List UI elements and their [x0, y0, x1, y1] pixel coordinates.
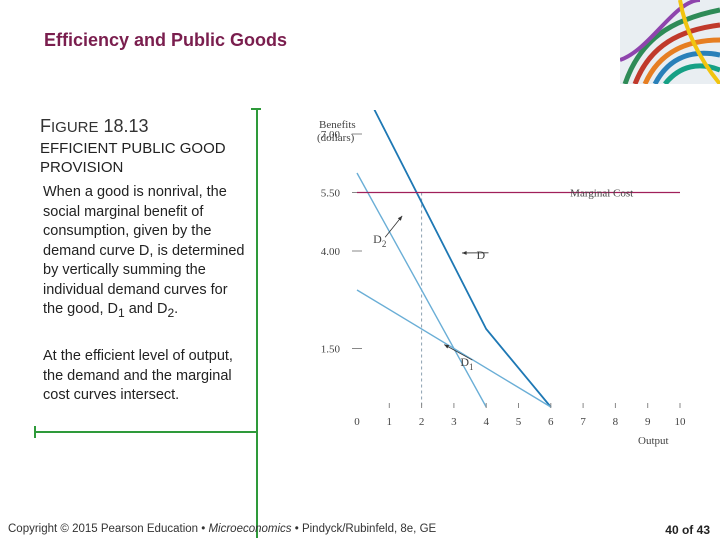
series-line-d2 [356, 172, 487, 408]
figure-title: EFFICIENT PUBLIC GOOD PROVISION [40, 140, 226, 176]
x-tick-label-10: 10 [675, 416, 687, 428]
efficient-public-good-chart: Benefits (dollars) Output 1.50 4.00 5.50 7.… [317, 110, 687, 447]
x-tick-label-8: 8 [613, 416, 619, 428]
curve-label-arrowhead-0 [397, 215, 403, 221]
curve-label-sub-2: 1 [469, 362, 474, 372]
x-tick-label-0: 0 [354, 416, 360, 428]
x-tick-label-7: 7 [580, 416, 586, 428]
figure-label: FIGURE 18.13 [40, 116, 149, 137]
y-axis-label-line2: (dollars) [317, 132, 355, 144]
description-paragraph-2: At the efficient level of output, the de… [43, 348, 233, 403]
x-tick-label-1: 1 [387, 416, 393, 428]
footer-prefix: Copyright © 2015 Pearson Education • [8, 523, 209, 535]
para1-text: When a good is nonrival, the social marg… [43, 184, 245, 317]
divider-vertical [256, 108, 258, 538]
divider-left-tick [34, 426, 36, 438]
x-tick-label-9: 9 [645, 416, 651, 428]
y-tick-label-2: 5.50 [321, 188, 341, 200]
y-tick-label-3: 7.00 [321, 129, 341, 141]
curve-label-2: D1 [460, 355, 473, 372]
figure-number: 18.13 [98, 116, 149, 136]
x-tick-label-5: 5 [516, 416, 522, 428]
curve-label-1: D [477, 248, 486, 262]
x-tick-label-2: 2 [419, 416, 425, 428]
slide-title: Efficiency and Public Goods [44, 30, 288, 50]
curve-label-sub-0: 2 [382, 239, 387, 249]
marginal-cost-label: Marginal Cost [570, 188, 633, 200]
para1-and: and D [124, 301, 168, 317]
y-tick-label-0: 1.50 [321, 344, 341, 356]
x-tick-label-3: 3 [451, 416, 457, 428]
footer-copyright: Copyright © 2015 Pearson Education • Mic… [8, 523, 436, 535]
footer-book: Microeconomics [208, 523, 292, 535]
description-paragraph-1: When a good is nonrival, the social marg… [43, 183, 248, 323]
page-number: 40 of 43 [665, 523, 710, 537]
figure-prefix-big: F [40, 116, 51, 136]
series-line-d1 [356, 289, 552, 408]
x-tick-label-4: 4 [483, 416, 489, 428]
y-tick-label-1: 4.00 [321, 246, 341, 258]
divider-horizontal [34, 431, 256, 433]
curve-label-0: D2 [373, 232, 386, 249]
x-tick-label-6: 6 [548, 416, 554, 428]
x-axis-label: Output [638, 435, 669, 447]
curve-label-arrow-2 [444, 344, 473, 361]
y-axis-label-line1: Benefits [319, 119, 356, 131]
footer-suffix: • Pindyck/Rubinfeld, 8e, GE [291, 523, 437, 535]
curve-label-arrowhead-1 [461, 250, 467, 255]
para1-end: . [174, 301, 179, 317]
curve-label-arrowhead-2 [444, 344, 450, 349]
figure-prefix-small: IGURE [51, 119, 99, 136]
para1-sub2: 2 [167, 305, 175, 320]
decorative-cables-image [620, 0, 720, 84]
series-line-d [373, 110, 552, 408]
para1-sub1: 1 [117, 305, 125, 320]
